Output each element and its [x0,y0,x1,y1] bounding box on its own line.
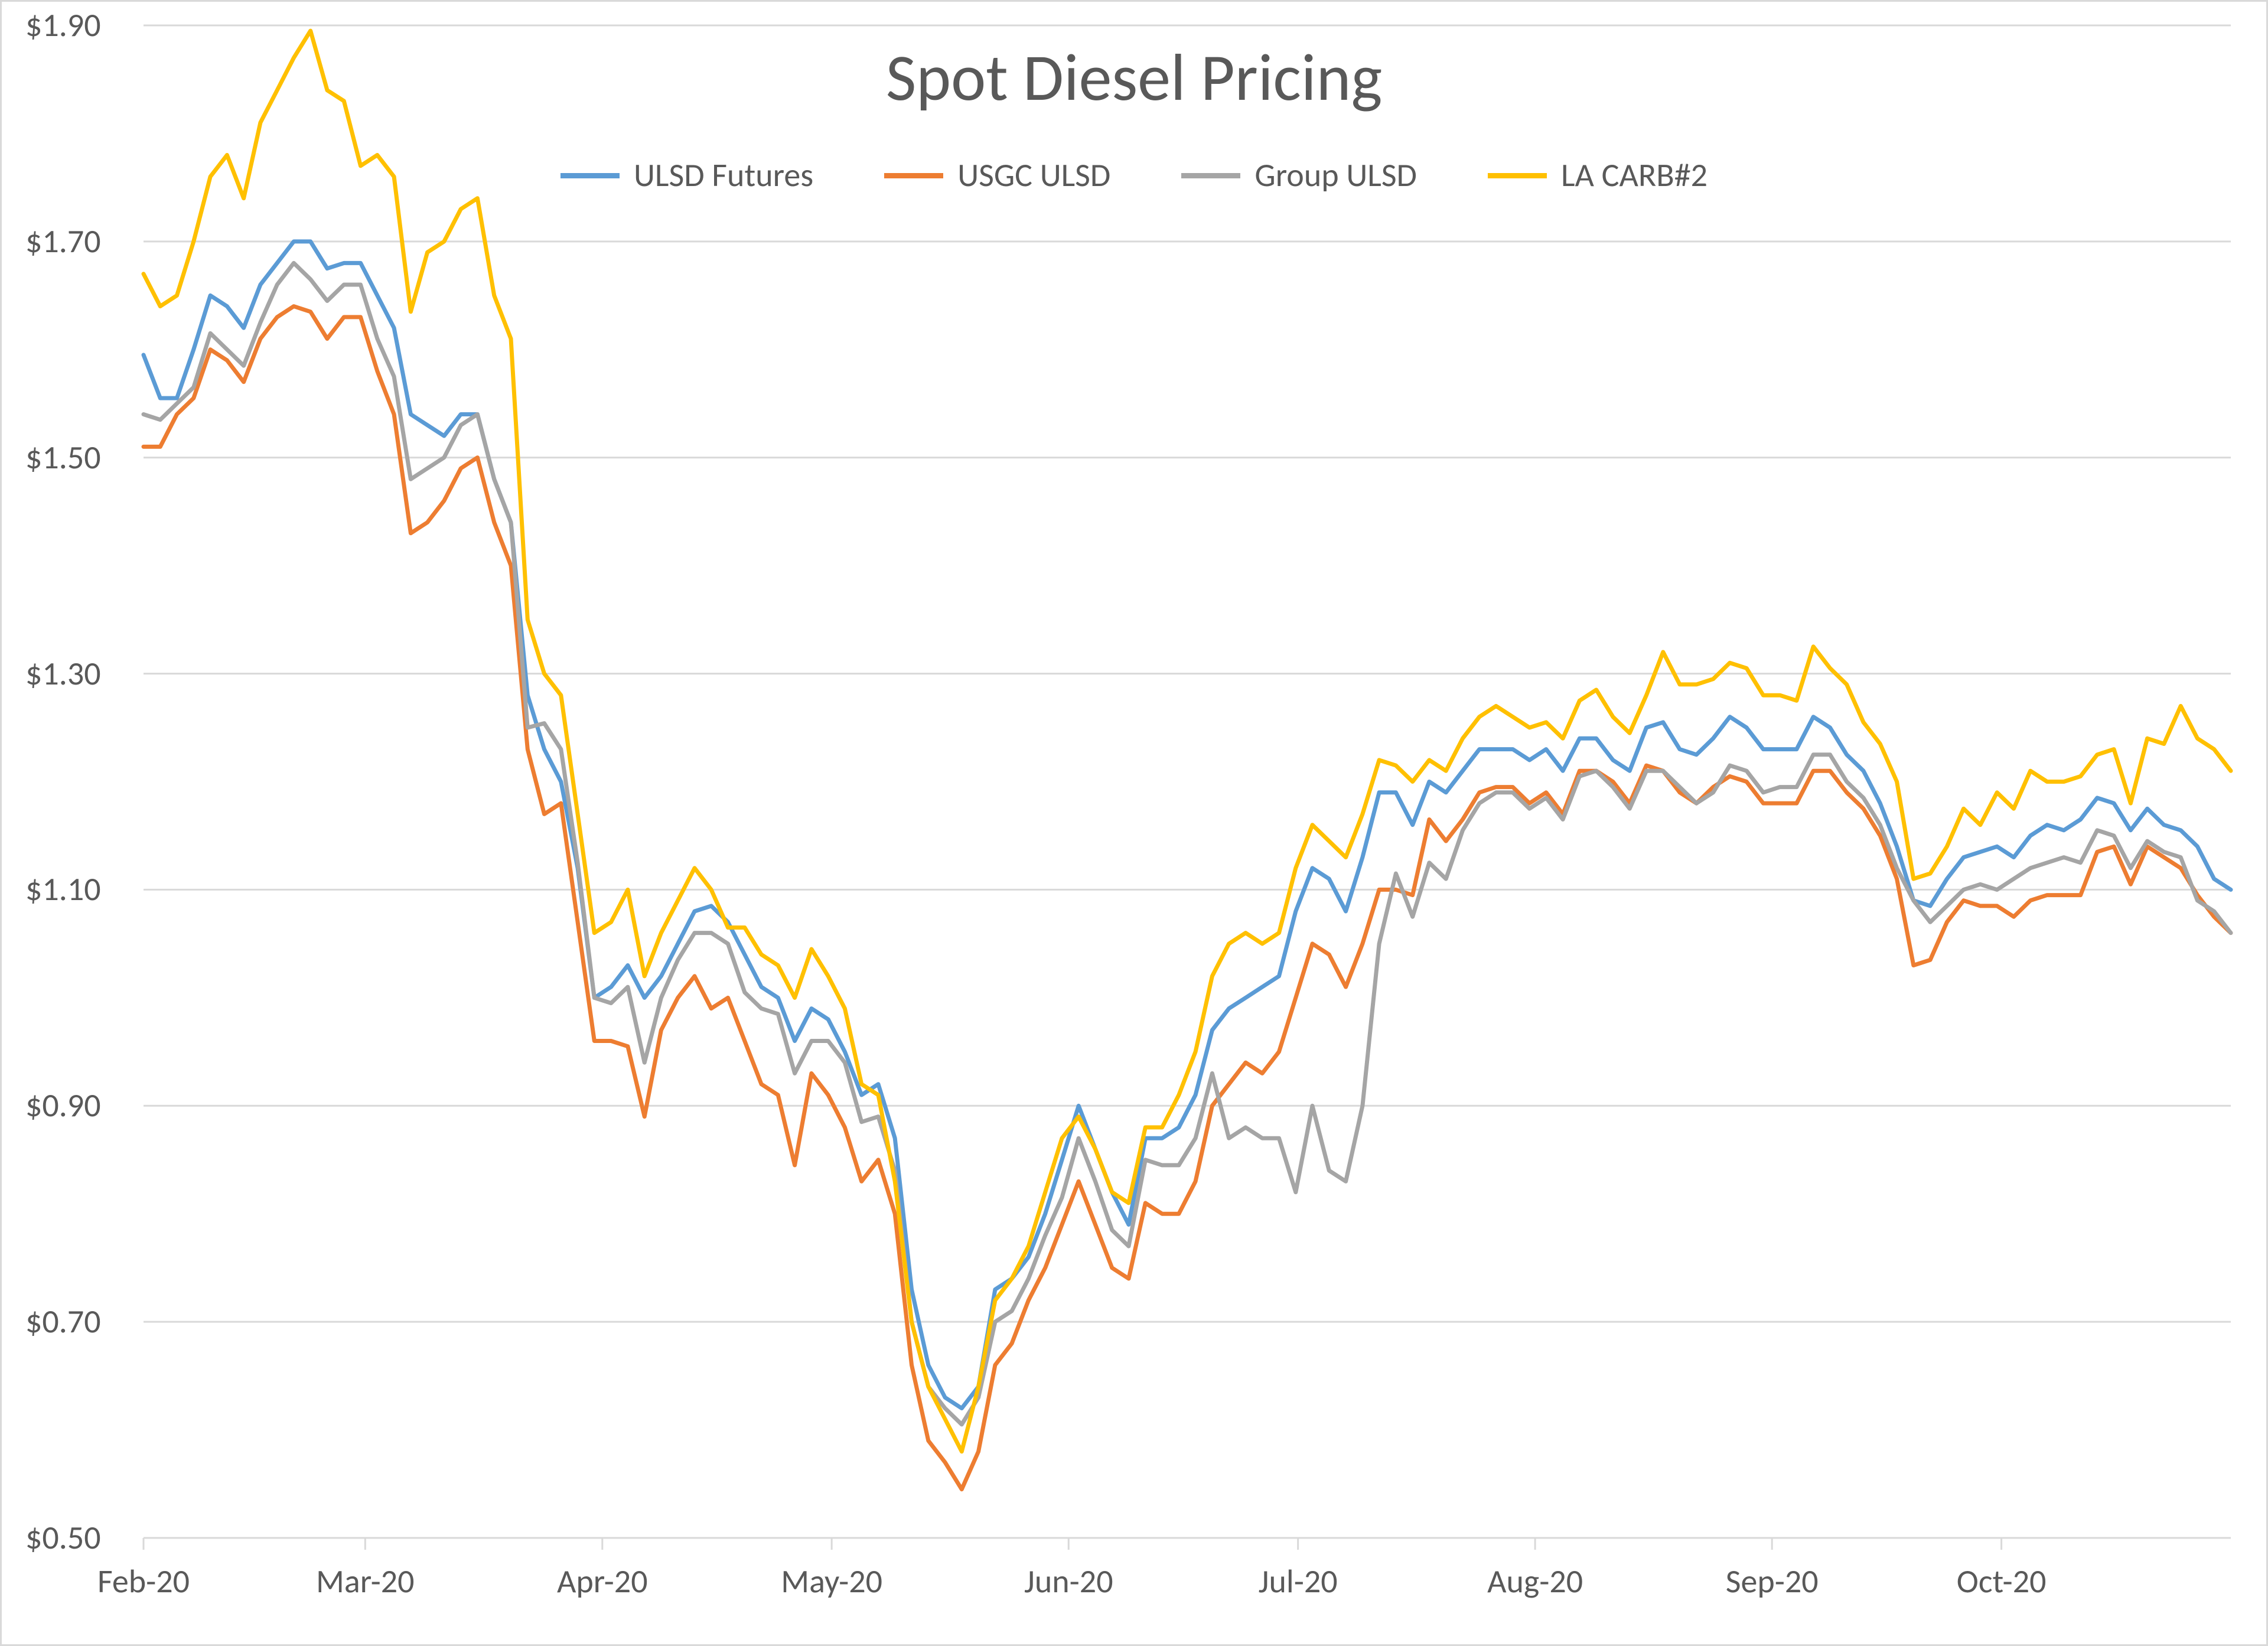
y-tick-label: $1.70 [25,221,2113,262]
y-tick-label: $0.70 [25,1302,2113,1342]
chart-container: Spot Diesel Pricing ULSD Futures USGC UL… [0,0,2268,1646]
y-tick-label: $1.30 [25,654,2113,694]
x-tick-label: Jun-20 [1024,1562,1113,1602]
x-tick-label: Aug-20 [1487,1562,1583,1602]
series-ulsd-futures [144,242,2231,1409]
x-tick-label: Sep-20 [1726,1562,1819,1602]
y-tick-label: $1.50 [25,438,2113,478]
x-tick-label: May-20 [781,1562,882,1602]
x-tick-label: Apr-20 [557,1562,648,1602]
y-tick-label: $1.90 [25,5,2113,45]
y-tick-label: $0.50 [25,1518,2113,1558]
x-tick-label: Oct-20 [1957,1562,2047,1602]
y-tick-label: $1.10 [25,869,2113,910]
x-tick-label: Jul-20 [1259,1562,1338,1602]
x-tick-label: Mar-20 [316,1562,415,1602]
x-tick-label: Feb-20 [97,1562,190,1602]
y-tick-label: $0.90 [25,1086,2113,1126]
